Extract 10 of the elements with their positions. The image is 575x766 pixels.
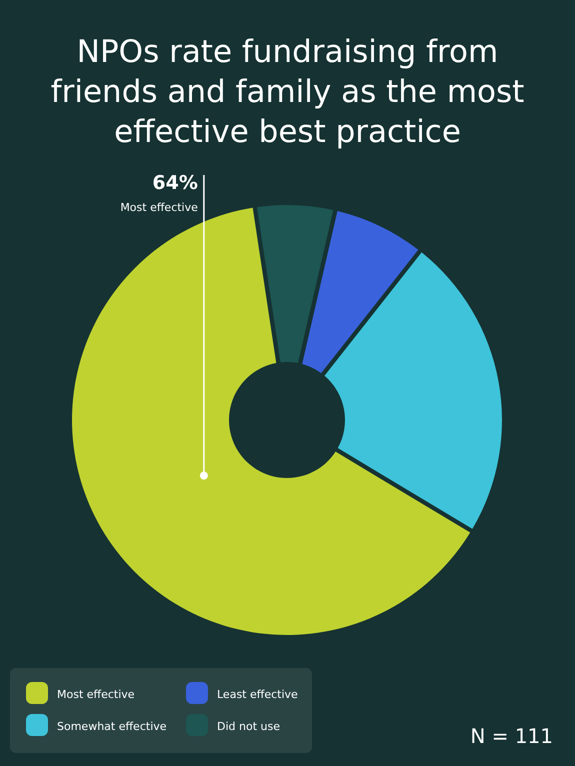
text: N = 111 xyxy=(470,724,553,748)
donut-slice xyxy=(302,211,418,374)
legend-label: Did not use xyxy=(217,720,280,733)
chart-title: NPOs rate fundraising from friends and family as the most effective best practice xyxy=(50,34,524,150)
legend-label: Least effective xyxy=(217,688,298,701)
slice-label: Most effective xyxy=(120,201,198,214)
legend-label: Most effective xyxy=(57,688,135,701)
legend-label: Somewhat effective xyxy=(57,720,167,733)
donut-slice xyxy=(324,252,502,529)
data-label: 64% xyxy=(152,172,198,194)
